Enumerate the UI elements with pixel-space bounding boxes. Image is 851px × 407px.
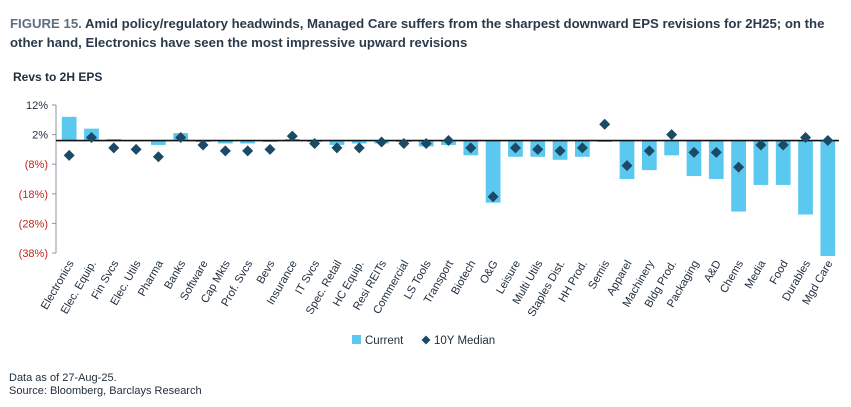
legend-label-median: 10Y Median	[434, 335, 495, 347]
x-tick-label: O&G	[478, 258, 501, 286]
median-marker	[599, 118, 611, 130]
median-marker	[755, 139, 767, 151]
median-marker	[733, 161, 745, 173]
legend-label-current: Current	[365, 335, 404, 347]
median-marker	[532, 143, 544, 155]
median-marker	[621, 160, 633, 172]
median-marker	[152, 151, 164, 163]
median-marker	[666, 129, 678, 141]
current-bar	[731, 140, 746, 212]
y-tick-label: 2%	[32, 130, 48, 142]
median-marker	[822, 135, 834, 147]
median-marker	[108, 142, 120, 154]
figure-label: FIGURE 15.	[10, 16, 82, 31]
y-tick-label: (38%)	[19, 248, 48, 260]
x-tick-label: A&D	[702, 259, 724, 285]
median-marker	[63, 149, 75, 161]
current-bar	[485, 140, 501, 203]
x-tick-label: Media	[743, 258, 769, 291]
median-marker	[487, 191, 499, 203]
current-bar	[798, 140, 813, 215]
median-marker	[554, 145, 566, 157]
median-marker	[398, 137, 410, 149]
median-marker	[219, 145, 231, 157]
y-tick-label: 12%	[26, 100, 48, 112]
x-tick-label: Food	[768, 259, 791, 287]
y-tick-label: (28%)	[19, 218, 48, 230]
current-bar	[619, 140, 635, 179]
legend: Current 10Y Median	[352, 335, 495, 347]
source-note: Source: Bloomberg, Barclays Research	[9, 385, 202, 397]
median-marker	[800, 132, 812, 144]
median-markers	[63, 118, 834, 203]
chart-title: FIGURE 15. Amid policy/regulatory headwi…	[10, 14, 845, 52]
current-bar	[820, 140, 836, 256]
current-bar	[61, 116, 77, 141]
median-marker	[465, 142, 477, 154]
median-marker	[242, 145, 254, 157]
median-marker	[777, 139, 789, 151]
current-bar	[351, 140, 367, 144]
median-marker	[286, 130, 298, 142]
legend-swatch-current	[352, 335, 361, 344]
figure-title: Amid policy/regulatory headwinds, Manage…	[10, 16, 825, 50]
current-bar	[664, 140, 680, 156]
current-bar	[753, 140, 769, 185]
data-date-note: Data as of 27-Aug-25.	[9, 372, 117, 384]
median-marker	[175, 132, 187, 144]
median-marker	[643, 145, 655, 157]
current-bar	[686, 140, 702, 177]
median-marker	[376, 136, 388, 148]
y-axis: 12% 2% (8%) (18%) (28%) (38%)	[19, 100, 57, 260]
median-marker	[443, 135, 454, 147]
median-marker	[353, 142, 365, 154]
current-bar	[708, 140, 724, 179]
x-tick-label: Bevs	[255, 258, 278, 286]
current-bar	[217, 140, 233, 144]
median-marker	[130, 143, 142, 155]
median-marker	[710, 146, 722, 158]
median-marker	[264, 143, 276, 155]
current-bar	[775, 140, 791, 185]
median-marker	[509, 142, 521, 154]
legend-swatch-median	[421, 335, 431, 345]
median-marker	[197, 139, 209, 151]
median-marker	[576, 142, 588, 154]
median-marker	[688, 146, 700, 158]
footer: Data as of 27-Aug-25. Source: Bloomberg,…	[9, 372, 202, 398]
current-bar	[151, 140, 166, 145]
median-marker	[420, 137, 432, 149]
median-marker	[85, 132, 97, 144]
y-tick-label: (18%)	[19, 189, 48, 201]
median-marker	[331, 142, 343, 154]
y-tick-label: (8%)	[25, 159, 48, 171]
y-axis-label: Revs to 2H EPS	[13, 70, 103, 84]
current-bar	[240, 140, 256, 144]
median-marker	[309, 137, 321, 149]
